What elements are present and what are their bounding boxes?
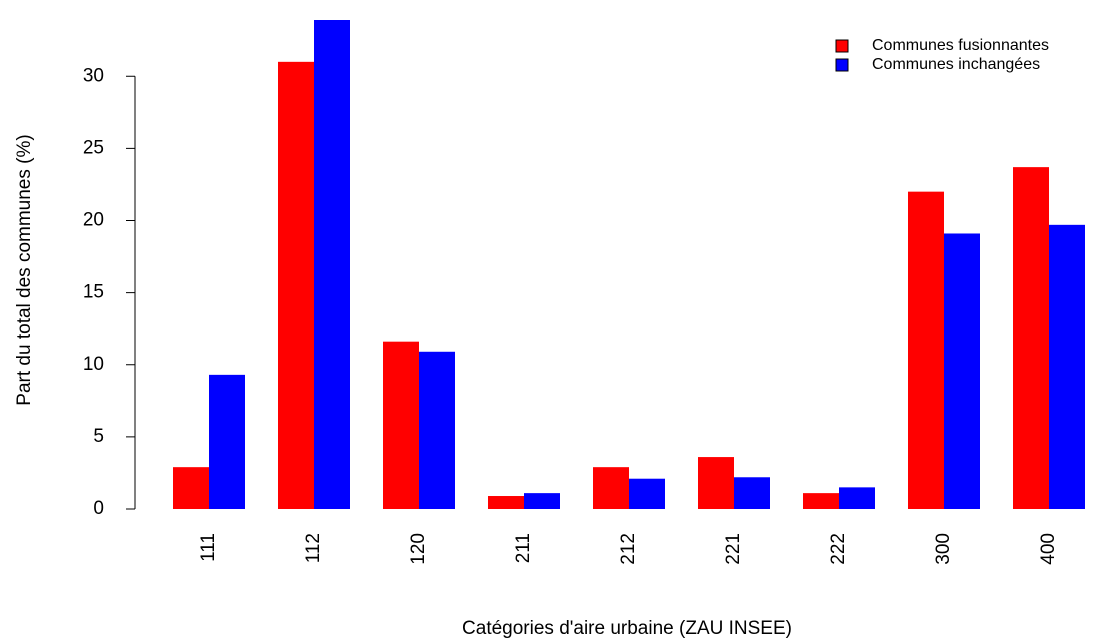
y-tick-label: 20 (83, 210, 104, 231)
bar (803, 493, 839, 509)
x-tick-label: 400 (1038, 533, 1059, 565)
bar (419, 351, 455, 509)
bar (839, 487, 875, 509)
bar (209, 374, 245, 509)
bar (908, 191, 944, 510)
bar (278, 61, 314, 510)
x-axis-label: Catégories d'aire urbaine (ZAU INSEE) (462, 618, 792, 639)
y-tick-label: 25 (83, 137, 104, 158)
y-tick-label: 15 (83, 282, 104, 303)
bar (944, 233, 980, 509)
bar (314, 20, 350, 509)
bar (488, 496, 524, 509)
y-tick-label: 0 (93, 498, 104, 519)
bar (524, 493, 560, 509)
y-tick-label: 10 (83, 354, 104, 375)
x-tick-label: 111 (198, 533, 219, 562)
legend-label: Communes inchangées (872, 56, 1040, 73)
x-tick-label: 300 (933, 533, 954, 565)
bar (698, 457, 734, 509)
legend-label: Communes fusionnantes (872, 37, 1049, 54)
bar (173, 467, 209, 509)
bar (1049, 224, 1085, 510)
x-tick-label: 112 (303, 533, 324, 563)
x-tick-label: 221 (723, 533, 744, 565)
bar (1013, 167, 1049, 509)
y-tick-label: 30 (83, 65, 104, 86)
legend-swatch (835, 58, 849, 72)
y-axis-label: Part du total des communes (%) (14, 134, 35, 405)
x-tick-label: 212 (618, 533, 639, 565)
bar (629, 478, 665, 509)
x-tick-label: 211 (513, 533, 534, 563)
bar (383, 341, 419, 509)
bar (593, 467, 629, 509)
y-tick-label: 5 (93, 426, 104, 447)
legend-swatch (835, 39, 849, 53)
x-tick-label: 120 (408, 533, 429, 565)
x-tick-label: 222 (828, 533, 849, 565)
bar (734, 477, 770, 509)
